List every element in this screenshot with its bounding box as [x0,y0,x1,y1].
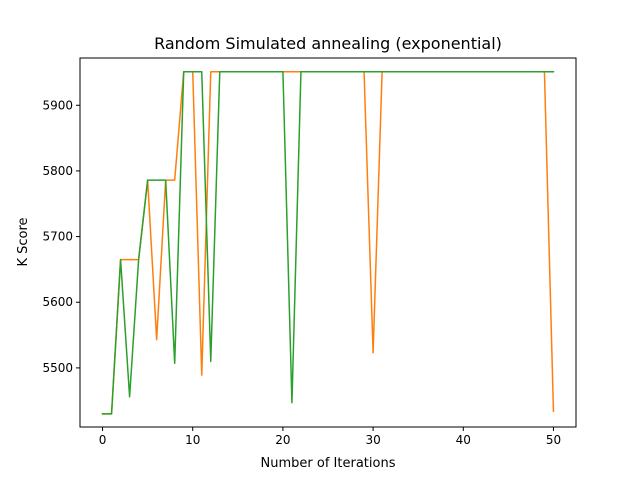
x-tick-label: 20 [275,433,290,447]
x-tick-label: 50 [546,433,561,447]
chart-title: Random Simulated annealing (exponential) [154,34,502,53]
x-tick-label: 30 [365,433,380,447]
y-tick-label: 5500 [42,361,73,375]
series-line-2 [101,71,555,415]
x-tick-label: 10 [185,433,200,447]
y-tick-label: 5600 [42,295,73,309]
series-line-1 [101,71,555,415]
x-tick-label: 40 [456,433,471,447]
y-tick-label: 5700 [42,230,73,244]
plot-frame [79,57,577,428]
y-axis-label: K Score [16,217,31,266]
y-tick-label: 5800 [42,164,73,178]
x-axis-label: Number of Iterations [261,456,396,471]
y-tick-label: 5900 [42,98,73,112]
x-tick-label: 0 [99,433,107,447]
